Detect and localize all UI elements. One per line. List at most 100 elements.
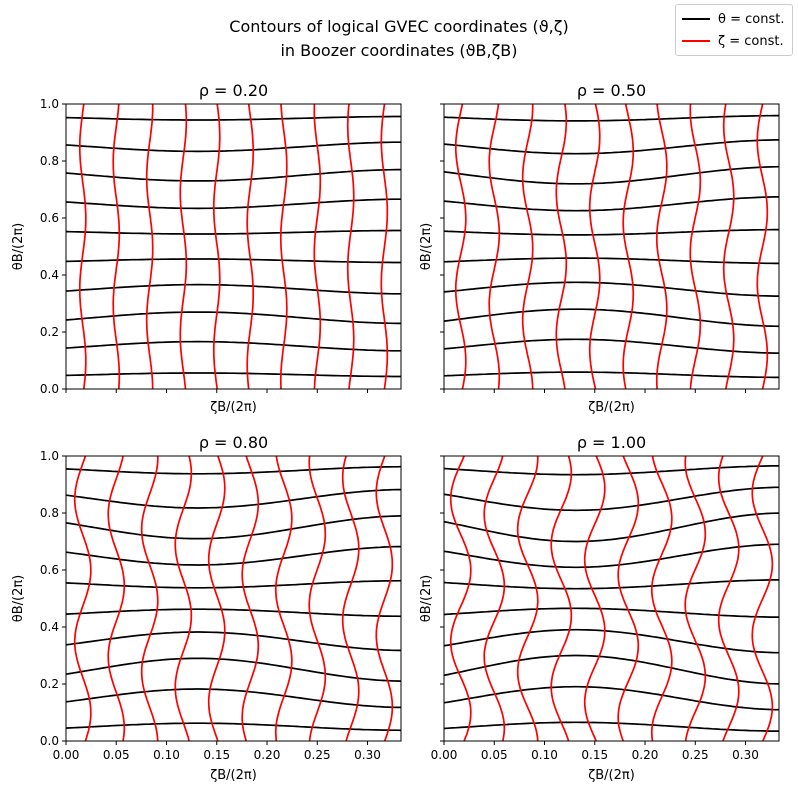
y-tick-label: 0.0 [40,382,59,396]
theta-contour-2 [66,340,401,352]
x-tick-label: 0.00 [431,748,458,762]
x-axis-label: ζB/(2π) [588,400,635,415]
zeta-contour-9 [346,104,355,389]
theta-contour-6 [66,579,401,589]
theta-contour-2 [444,338,779,354]
theta-contour-1 [66,722,401,732]
zeta-contour-9 [341,456,360,741]
legend-item-theta: θ = const. [682,9,784,29]
x-tick-label: 0.15 [203,748,230,762]
y-tick-label: 0.8 [40,506,59,520]
zeta-contour-8 [684,456,707,741]
zeta-contour-4 [555,104,568,389]
legend-label-theta: θ = const. [718,11,785,27]
x-tick-label: 0.15 [581,748,608,762]
x-tick-label: 0.20 [632,748,659,762]
figure-title-line1: Contours of logical GVEC coordinates (ϑ,… [229,17,569,36]
zeta-contour-7 [274,456,293,741]
figure-title-line2: in Boozer coordinates (ϑB,ζB) [280,41,518,60]
zeta-contour-1 [449,456,472,741]
zeta-contour-3 [521,104,534,389]
x-tick-label: 0.25 [682,748,709,762]
theta-contour-10 [66,115,401,121]
y-axis-label: θB/(2π) [419,575,434,623]
panel-contours [444,456,779,741]
legend-item-zeta: ζ = const. [682,31,784,51]
zeta-contour-9 [717,456,740,741]
theta-contour-4 [444,628,779,654]
zeta-contour-5 [583,456,606,741]
zeta-contour-1 [73,456,92,741]
zeta-contour-1 [78,104,87,389]
x-tick-label: 0.00 [53,748,80,762]
theta-contour-4 [66,283,401,295]
zeta-contour-1 [454,104,467,389]
zeta-contour-6 [617,456,640,741]
theta-contour-7 [66,198,401,210]
y-axis-label: θB/(2π) [419,223,434,271]
panel-title: ρ = 0.80 [199,433,268,452]
x-tick-label: 0.05 [481,748,508,762]
theta-contour-10 [66,465,401,475]
theta-contour-9 [66,488,401,509]
zeta-contour-3 [140,456,159,741]
theta-contour-4 [66,631,401,652]
zeta-contour-2 [112,104,121,389]
x-axis-label: ζB/(2π) [210,400,257,415]
theta-contour-9 [444,139,779,155]
theta-contour-9 [444,486,779,512]
zeta-contour-3 [516,456,539,741]
y-tick-label: 1.0 [40,97,59,111]
plot-frame [65,103,402,390]
zeta-contour-5 [207,456,226,741]
zeta-contour-2 [107,456,126,741]
plot-frame [443,455,780,742]
zeta-contour-8 [689,104,702,389]
panel-title: ρ = 0.20 [199,81,268,100]
legend-label-zeta: ζ = const. [718,33,784,49]
y-tick-label: 0.6 [40,563,59,577]
legend-swatch-theta [682,18,710,20]
zeta-contour-9 [722,104,735,389]
theta-contour-2 [66,688,401,709]
theta-contour-6 [66,229,401,235]
panel-1: 0.0 0.2 0.4 0.6 0.8 1.0 ρ = 0.20 ζB/(2π) θB/(2π) [11,81,402,415]
theta-contour-10 [444,114,779,122]
y-tick-label: 0.2 [40,677,59,691]
theta-contour-7 [66,545,401,566]
zeta-contour-8 [313,104,322,389]
panel-contours [66,104,401,389]
plot-frame [65,455,402,742]
y-axis-label: θB/(2π) [11,223,26,271]
theta-contour-7 [444,196,779,212]
panel-contours [444,104,779,389]
zeta-contour-4 [179,104,188,389]
plot-frame [443,103,780,390]
theta-contour-3 [66,657,401,682]
y-tick-label: 0.2 [40,325,59,339]
theta-contour-5 [444,257,779,265]
theta-contour-8 [66,515,401,540]
theta-contour-3 [444,308,779,328]
y-tick-label: 1.0 [40,449,59,463]
theta-contour-3 [444,654,779,685]
panel-2: ρ = 0.50 ζB/(2π) θB/(2π) [419,81,780,415]
theta-contour-7 [444,543,779,569]
zeta-contour-5 [588,104,601,389]
y-tick-label: 0.0 [40,734,59,748]
panel-3: 0.00 0.05 0.10 0.15 0.20 0.25 0.30 0.0 0.2 0.4 0.6… [11,433,402,783]
zeta-contour-2 [483,456,506,741]
legend-swatch-zeta [682,40,710,42]
x-axis-label: ζB/(2π) [210,768,257,783]
theta-contour-5 [66,258,401,264]
y-axis-label: θB/(2π) [11,575,26,623]
zeta-contour-7 [650,456,673,741]
theta-contour-3 [66,311,401,325]
zeta-contour-10 [380,104,389,389]
zeta-contour-4 [174,456,193,741]
theta-contour-5 [66,608,401,618]
theta-contour-5 [444,607,779,618]
theta-contour-4 [444,281,779,297]
theta-contour-8 [444,512,779,543]
